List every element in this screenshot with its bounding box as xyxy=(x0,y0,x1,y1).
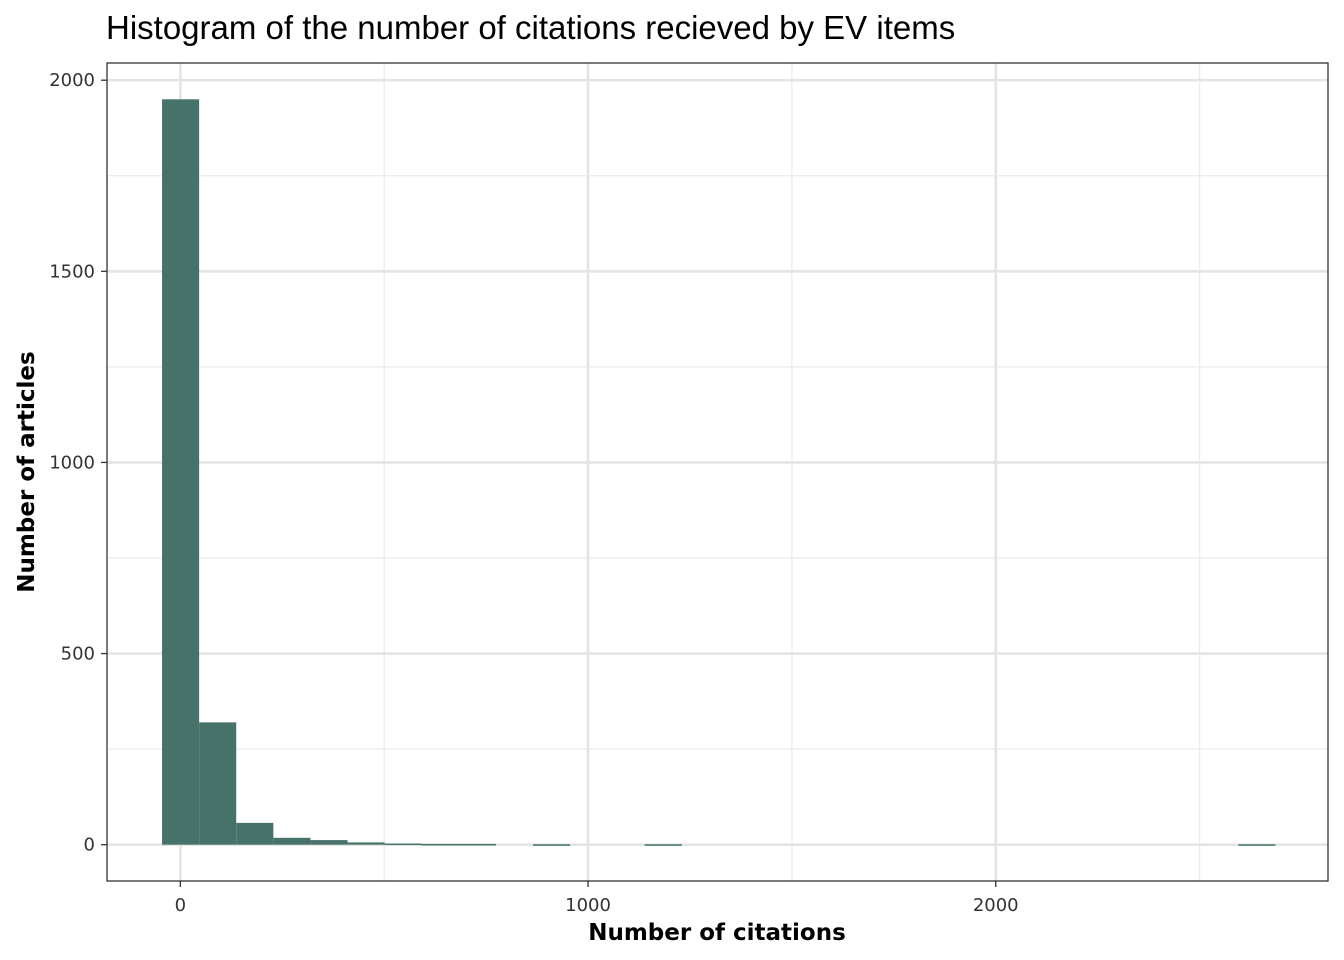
chart-title: Histogram of the number of citations rec… xyxy=(106,9,955,46)
histogram-bar xyxy=(458,843,496,846)
x-tick-label: 0 xyxy=(175,895,186,916)
y-tick-label: 500 xyxy=(61,644,95,665)
x-tick-label: 2000 xyxy=(973,895,1019,916)
plot-border xyxy=(106,62,1329,882)
histogram-bar xyxy=(421,843,459,846)
x-tick-label: 1000 xyxy=(565,895,611,916)
histogram-bar xyxy=(236,822,274,845)
plot-background xyxy=(107,63,1328,881)
histogram-bar xyxy=(533,844,571,846)
histogram-bar xyxy=(273,837,311,845)
y-tick-label: 1500 xyxy=(49,261,95,282)
y-tick-label: 1000 xyxy=(49,452,95,473)
histogram-bar xyxy=(1238,844,1276,846)
y-tick-label: 2000 xyxy=(49,70,95,91)
x-axis-title: Number of citations xyxy=(588,920,846,946)
histogram-bar xyxy=(310,840,348,845)
histogram-bar xyxy=(199,722,237,845)
histogram-bar xyxy=(644,844,682,846)
y-axis: 0 500 1000 1500 2000 xyxy=(49,70,107,856)
x-axis: 0 1000 2000 xyxy=(175,881,1019,916)
y-axis-title: Number of articles xyxy=(14,351,40,592)
histogram-bar xyxy=(384,843,422,846)
histogram-bars xyxy=(162,99,1276,846)
histogram-bar xyxy=(162,99,200,845)
minor-gridlines xyxy=(107,63,1328,881)
y-tick-label: 0 xyxy=(84,835,95,856)
histogram-bar xyxy=(347,842,385,845)
